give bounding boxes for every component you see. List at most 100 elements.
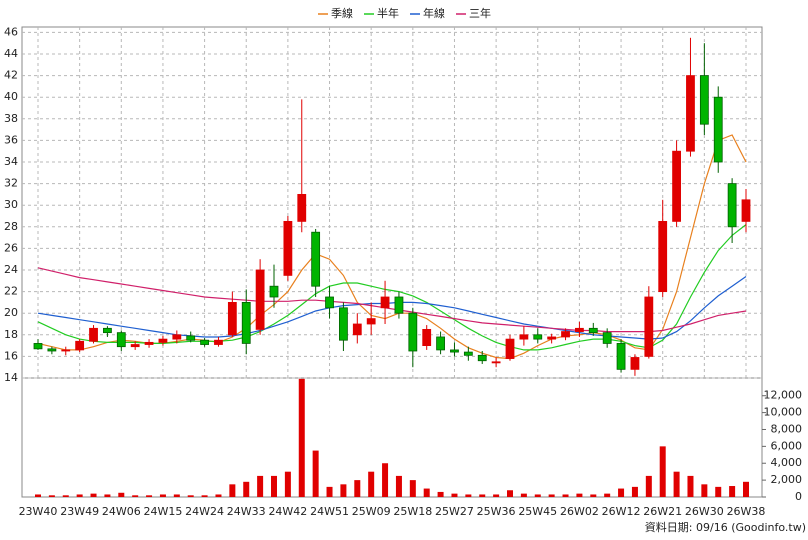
volume-bar bbox=[132, 495, 139, 497]
volume-bar bbox=[90, 493, 97, 497]
x-tick-label: 25W18 bbox=[393, 505, 432, 518]
y-tick-label: 42 bbox=[4, 69, 18, 82]
candle-body bbox=[699, 75, 709, 125]
candle-body bbox=[672, 150, 681, 222]
candle-body bbox=[47, 348, 57, 352]
volume-bar bbox=[423, 488, 430, 497]
volume-bar bbox=[715, 486, 722, 497]
candle-body bbox=[311, 231, 321, 287]
candle-body bbox=[61, 349, 71, 352]
source-note: 資料日期: 09/16 (Goodinfo.tw) bbox=[645, 520, 806, 534]
ma-line bbox=[37, 267, 747, 333]
volume-bar bbox=[340, 484, 347, 497]
volume-bar bbox=[368, 471, 375, 497]
candle-body bbox=[658, 220, 668, 292]
candle-body bbox=[366, 318, 376, 325]
volume-bar bbox=[507, 490, 513, 497]
x-tick-label: 24W15 bbox=[144, 505, 183, 518]
volume-bar bbox=[215, 494, 222, 497]
candle-body bbox=[408, 312, 418, 352]
candle-body bbox=[158, 338, 168, 343]
x-tick-label: 23W40 bbox=[19, 505, 58, 518]
volume-bar bbox=[187, 495, 194, 497]
volume-bar bbox=[604, 493, 611, 497]
volume-bar bbox=[562, 494, 569, 497]
volume-bar bbox=[409, 480, 416, 497]
candle-body bbox=[214, 339, 223, 345]
candle-body bbox=[727, 183, 737, 228]
y2-tick-label: 6,000 bbox=[771, 439, 803, 452]
volume-bar bbox=[590, 494, 597, 497]
volume-bar bbox=[326, 486, 333, 497]
candle-body bbox=[144, 341, 154, 345]
candle-body bbox=[575, 327, 584, 332]
volume-bar bbox=[743, 481, 749, 497]
candle-body bbox=[616, 343, 626, 370]
volume-bar bbox=[48, 495, 55, 497]
candle-body bbox=[200, 339, 209, 345]
candle-body bbox=[33, 343, 43, 350]
candle-body bbox=[75, 340, 85, 351]
volume-bar bbox=[76, 494, 83, 497]
volume-bar bbox=[354, 480, 361, 497]
volume-bar bbox=[631, 486, 638, 497]
volume-bar bbox=[104, 494, 111, 497]
volume-bar bbox=[173, 494, 180, 497]
candle-body bbox=[686, 75, 695, 152]
volume-bar bbox=[437, 491, 444, 497]
volume-bar bbox=[146, 495, 153, 497]
x-tick-label: 24W33 bbox=[227, 505, 266, 518]
candle-body bbox=[103, 327, 112, 334]
candle-body bbox=[380, 296, 390, 309]
candle-body bbox=[325, 296, 334, 309]
volume-bar bbox=[673, 471, 680, 497]
candle-body bbox=[644, 296, 654, 357]
candle-body bbox=[283, 220, 293, 276]
y-tick-label: 32 bbox=[4, 177, 18, 190]
candle-body bbox=[255, 269, 265, 330]
volume-bar bbox=[479, 494, 486, 497]
y2-tick-label: 2,000 bbox=[771, 473, 803, 486]
volume-bar bbox=[451, 493, 458, 497]
volume-bar bbox=[520, 493, 527, 497]
volume-bar bbox=[576, 493, 583, 497]
candle-body bbox=[394, 296, 404, 314]
x-tick-label: 26W30 bbox=[685, 505, 724, 518]
x-tick-label: 24W06 bbox=[102, 505, 141, 518]
x-tick-label: 26W21 bbox=[643, 505, 682, 518]
candle-body bbox=[352, 323, 362, 336]
x-tick-label: 23W49 bbox=[60, 505, 99, 518]
candle-body bbox=[588, 327, 598, 334]
legend-label: 三年 bbox=[469, 6, 491, 20]
x-tick-label: 26W12 bbox=[602, 505, 641, 518]
candle-body bbox=[713, 96, 723, 163]
y-tick-label: 26 bbox=[4, 241, 18, 254]
candle-body bbox=[533, 334, 543, 340]
y-tick-label: 20 bbox=[4, 306, 18, 319]
volume-bar bbox=[159, 494, 166, 497]
y2-tick-label: 8,000 bbox=[771, 422, 803, 435]
legend-label: 年線 bbox=[423, 6, 445, 20]
candle-body bbox=[339, 307, 348, 341]
y-tick-label: 44 bbox=[4, 47, 18, 60]
x-tick-label: 25W27 bbox=[435, 505, 474, 518]
volume-bar bbox=[257, 475, 264, 497]
candle-body bbox=[519, 334, 529, 340]
y2-tick-label: 12,000 bbox=[764, 389, 803, 402]
x-tick-label: 26W38 bbox=[727, 505, 766, 518]
x-tick-label: 25W36 bbox=[477, 505, 516, 518]
candle-body bbox=[450, 349, 459, 353]
candle-body bbox=[186, 335, 196, 341]
x-tick-label: 24W42 bbox=[268, 505, 307, 518]
y-tick-label: 24 bbox=[4, 263, 18, 276]
volume-bar bbox=[493, 494, 500, 497]
volume-bar bbox=[534, 494, 541, 497]
volume-bar bbox=[298, 378, 305, 497]
volume-bar bbox=[118, 492, 125, 497]
ma-line bbox=[37, 224, 747, 351]
legend-label: 半年 bbox=[377, 6, 399, 20]
candle-body bbox=[630, 357, 640, 370]
x-tick-label: 26W02 bbox=[560, 505, 599, 518]
volume-bar bbox=[701, 484, 708, 497]
